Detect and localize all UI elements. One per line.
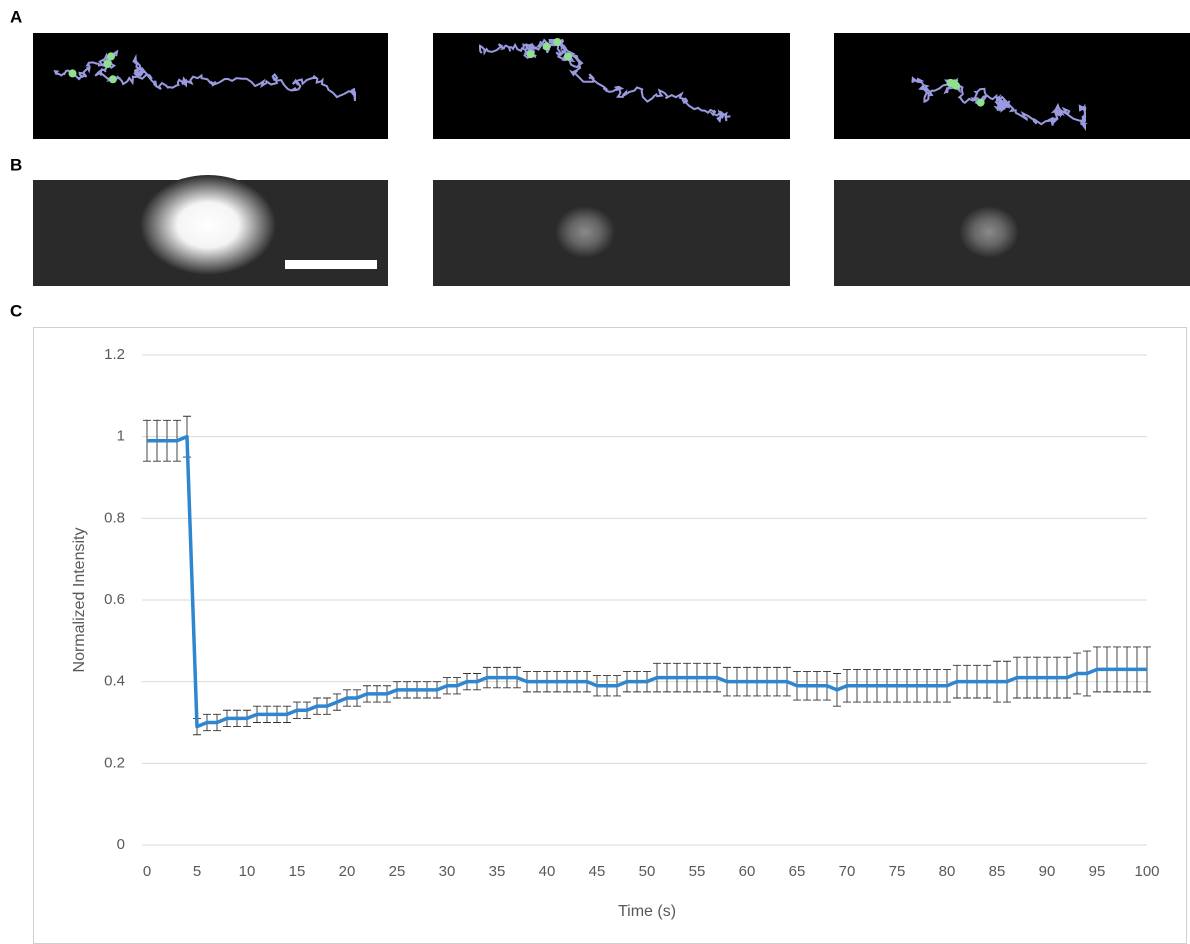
panel-label: A bbox=[10, 7, 22, 26]
x-tick-label: 30 bbox=[439, 863, 456, 880]
x-tick-label: 75 bbox=[889, 863, 906, 880]
x-tick-label: 35 bbox=[489, 863, 506, 880]
binding-site bbox=[68, 69, 77, 78]
data-line bbox=[147, 434, 1147, 729]
binding-site bbox=[553, 38, 562, 46]
x-tick-label: 5 bbox=[193, 863, 201, 880]
x-tick-label: 45 bbox=[589, 863, 606, 880]
fluorescence-images bbox=[33, 175, 1190, 286]
image bbox=[834, 33, 1190, 139]
x-tick-label: 25 bbox=[389, 863, 406, 880]
x-tick-label: 100 bbox=[1134, 863, 1159, 880]
x-tick-label: 50 bbox=[639, 863, 656, 880]
spot bbox=[555, 206, 615, 258]
y-axis-label: Normalized Intensity bbox=[71, 528, 88, 673]
x-tick-label: 60 bbox=[739, 863, 756, 880]
binding-site bbox=[108, 75, 117, 84]
x-axis-label: Time (s) bbox=[618, 903, 676, 920]
panel-label: C bbox=[10, 301, 22, 320]
spot bbox=[140, 175, 276, 275]
y-tick-label: 0.2 bbox=[104, 754, 125, 771]
y-tick-label: 1 bbox=[117, 428, 125, 445]
panel-label: B bbox=[10, 155, 22, 174]
x-tick-label: 65 bbox=[789, 863, 806, 880]
image bbox=[433, 33, 790, 139]
x-tick-label: 15 bbox=[289, 863, 306, 880]
binding-site bbox=[976, 98, 985, 107]
x-tick-label: 40 bbox=[539, 863, 556, 880]
x-tick-label: 70 bbox=[839, 863, 856, 880]
y-tick-label: 0.4 bbox=[104, 673, 125, 690]
y-tick-label: 0.6 bbox=[104, 591, 125, 608]
x-tick-label: 85 bbox=[989, 863, 1006, 880]
x-tick-label: 55 bbox=[689, 863, 706, 880]
chart-frame bbox=[33, 327, 1187, 944]
image bbox=[33, 33, 388, 139]
y-tick-label: 1.2 bbox=[104, 346, 125, 363]
x-tick-label: 90 bbox=[1039, 863, 1056, 880]
binding-site bbox=[107, 52, 115, 61]
x-tick-label: 0 bbox=[143, 863, 151, 880]
binding-site bbox=[946, 78, 955, 87]
binding-site bbox=[564, 52, 572, 61]
spot bbox=[959, 206, 1019, 258]
x-tick-label: 20 bbox=[339, 863, 356, 880]
scale-bar bbox=[285, 260, 377, 269]
binding-site bbox=[103, 60, 112, 68]
x-tick-label: 80 bbox=[939, 863, 956, 880]
binding-site bbox=[526, 50, 535, 59]
trajectory bbox=[53, 49, 356, 102]
binding-site bbox=[542, 42, 551, 51]
trajectory-images bbox=[33, 33, 1190, 139]
y-tick-label: 0 bbox=[117, 836, 125, 853]
y-tick-label: 0.8 bbox=[104, 509, 125, 526]
x-tick-label: 10 bbox=[239, 863, 256, 880]
x-tick-label: 95 bbox=[1089, 863, 1106, 880]
